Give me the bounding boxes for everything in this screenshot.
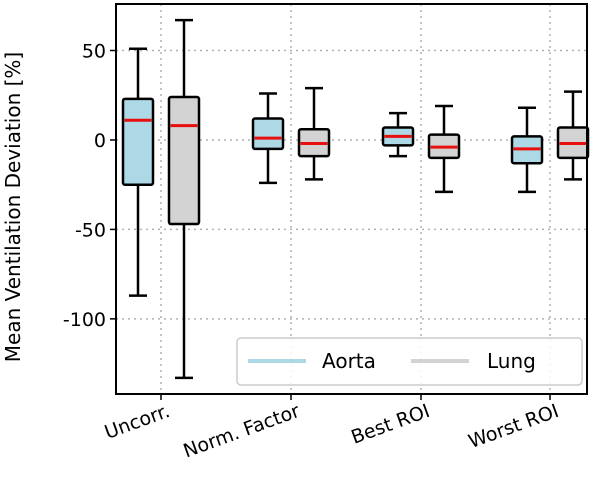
y-tick-label: -50 — [75, 219, 106, 241]
y-axis-label: Mean Ventilation Deviation [%] — [1, 52, 25, 362]
legend-box — [236, 337, 583, 386]
iqr-box — [167, 95, 201, 226]
box-layer — [121, 18, 590, 380]
x-tick-label: Norm. Factor — [180, 400, 302, 462]
y-tick-label: 0 — [94, 130, 106, 152]
iqr-box — [121, 97, 155, 186]
y-tick-label: -100 — [63, 309, 106, 331]
plot-frame — [115, 3, 588, 395]
box-aorta — [381, 111, 415, 158]
box-aorta — [251, 92, 285, 185]
x-tick-label: Best ROI — [348, 400, 432, 449]
box-lung — [427, 104, 461, 194]
legend: Aorta Lung — [236, 337, 583, 386]
box-lung — [167, 18, 201, 380]
box-lung — [297, 86, 331, 181]
legend-label-lung: Lung — [487, 349, 536, 373]
box-aorta — [121, 47, 155, 297]
box-aorta — [510, 106, 544, 194]
y-tick-label: 50 — [82, 41, 106, 63]
x-tick-label: Uncorr. — [102, 400, 173, 444]
box-lung — [556, 90, 590, 181]
legend-label-aorta: Aorta — [322, 349, 376, 373]
x-tick-label: Worst ROI — [466, 400, 562, 453]
iqr-box — [251, 117, 285, 151]
